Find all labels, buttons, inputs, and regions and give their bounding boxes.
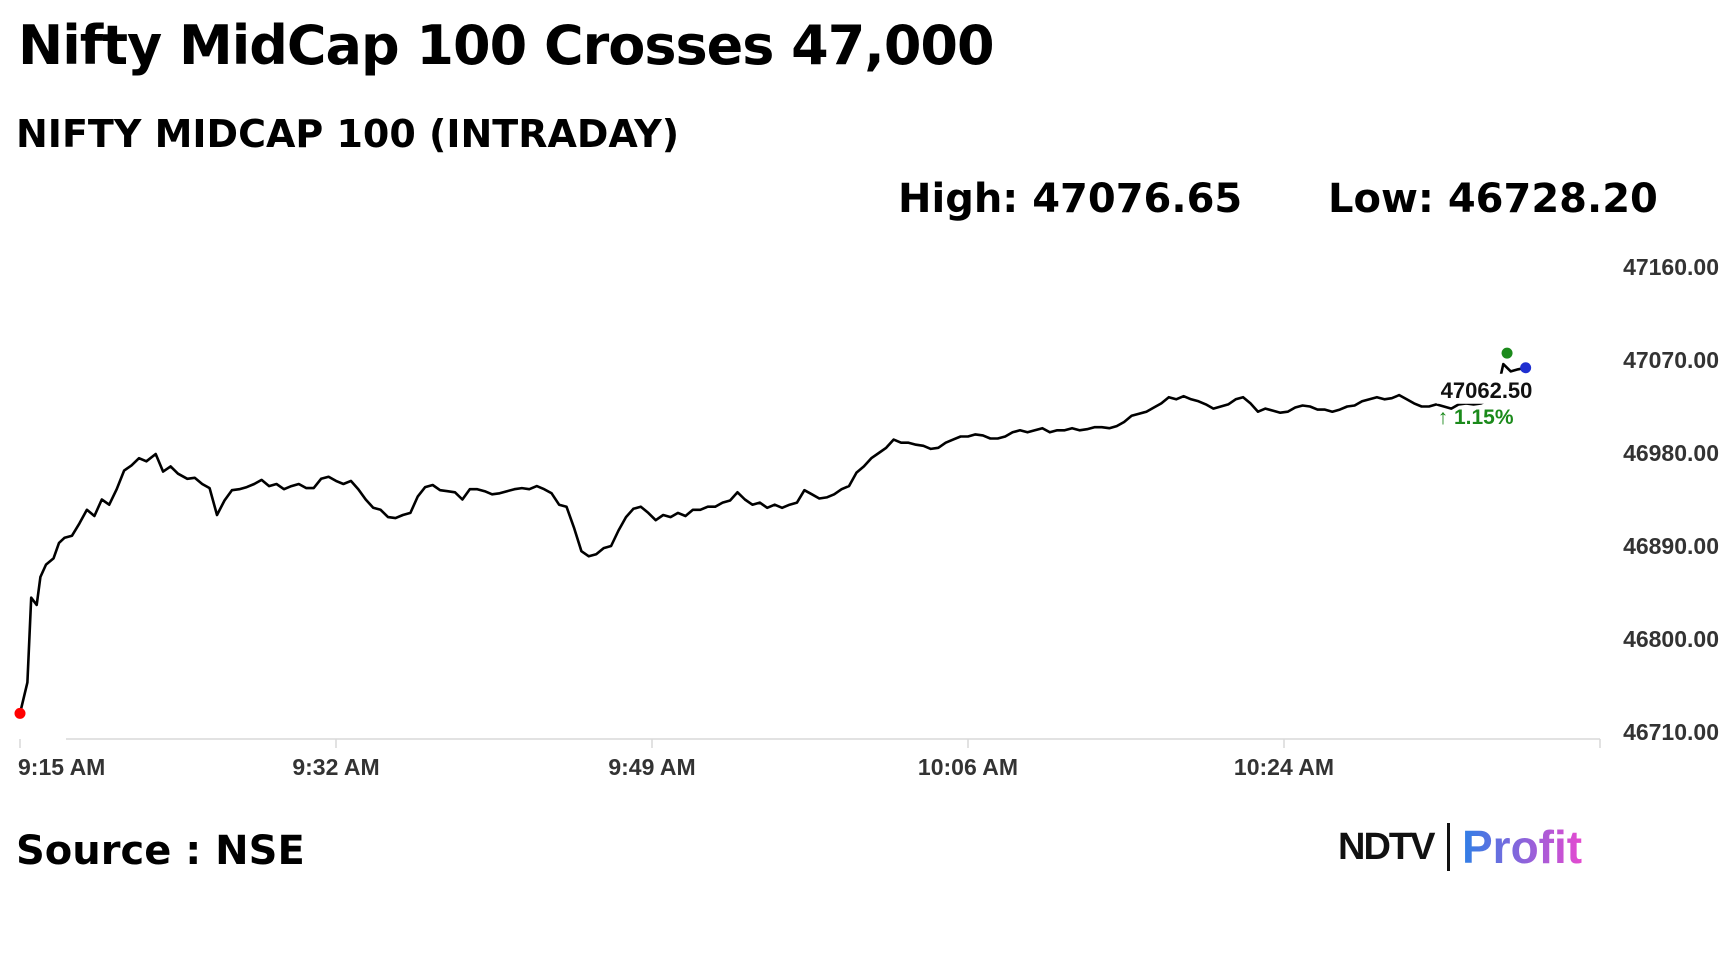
last-value-label: 47062.50 [1441,378,1533,403]
logo-divider [1447,823,1451,871]
source-note: Source : NSE [16,828,305,874]
end-marker [1520,362,1532,374]
start-marker [14,707,26,719]
low-value: Low: 46728.20 [1328,176,1658,222]
chart-subtitle: NIFTY MIDCAP 100 (INTRADAY) [16,112,680,156]
y-tick-label: 46710.00 [1623,719,1719,745]
logo-brand-text: NDTV [1338,825,1435,868]
ndtv-profit-logo: NDTV Profit [1338,821,1610,873]
x-tick-label: 10:24 AM [1234,754,1334,780]
x-tick-label: 9:49 AM [608,754,695,780]
x-tick-label: 10:06 AM [918,754,1018,780]
high-marker [1501,347,1513,359]
y-tick-label: 46800.00 [1623,626,1719,652]
y-tick-label: 46890.00 [1623,533,1719,559]
page-title: Nifty MidCap 100 Crosses 47,000 [18,14,995,77]
y-tick-label: 47070.00 [1623,347,1719,373]
last-value-bg [1436,373,1549,404]
x-tick-label: 9:15 AM [18,754,105,780]
price-line [18,362,1526,714]
logo-profit-word: Profit [1462,821,1582,873]
y-tick-label: 46980.00 [1623,440,1719,466]
high-value: High: 47076.65 [898,176,1243,222]
x-tick-label: 9:32 AM [292,754,379,780]
change-label: ↑ 1.15% [1438,406,1514,429]
logo-product-text: Profit [1462,821,1582,873]
y-tick-label: 47160.00 [1623,254,1719,280]
